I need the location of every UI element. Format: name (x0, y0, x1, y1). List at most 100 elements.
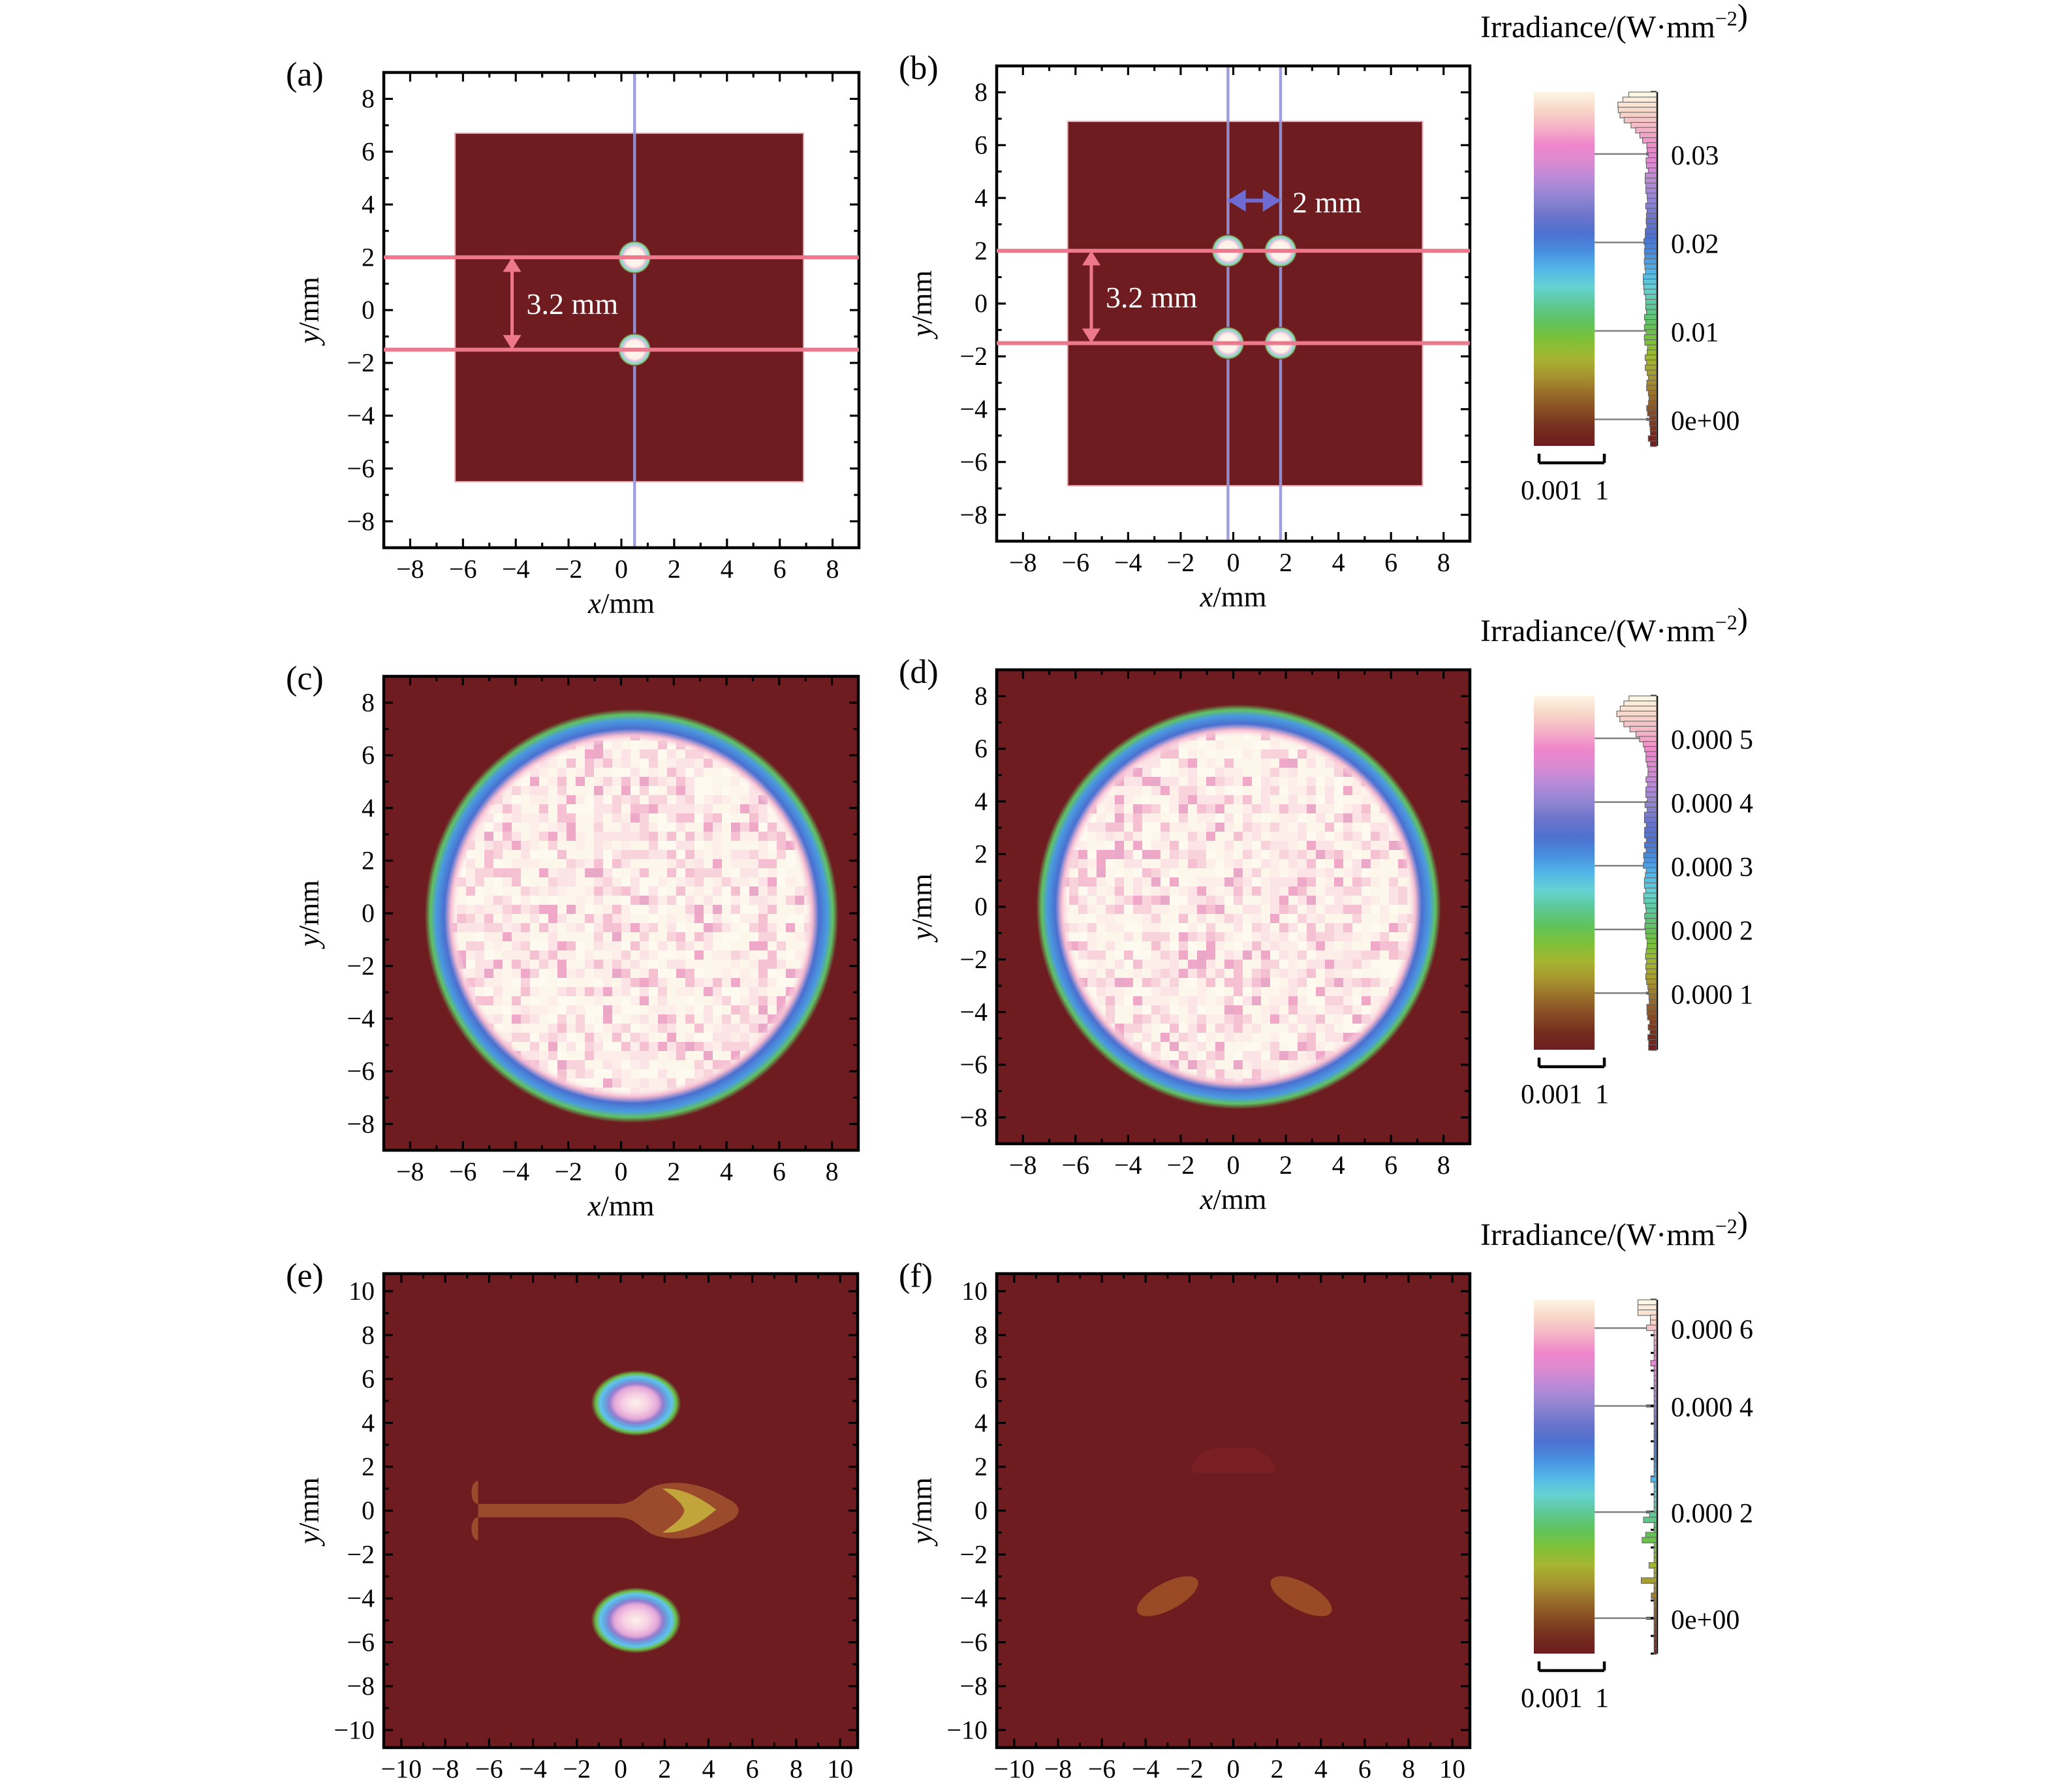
svg-text:−2: −2 (347, 951, 375, 981)
svg-text:1: 1 (1595, 1684, 1609, 1714)
svg-text:10: 10 (961, 1276, 988, 1306)
svg-text:−6: −6 (475, 1754, 503, 1784)
svg-text:x/mm: x/mm (1199, 1787, 1266, 1792)
svg-text:3.2 mm: 3.2 mm (1106, 281, 1198, 314)
svg-text:−4: −4 (1114, 548, 1142, 577)
svg-text:−4: −4 (347, 1004, 375, 1033)
svg-text:2: 2 (667, 1157, 680, 1186)
svg-text:−8: −8 (396, 554, 424, 584)
svg-text:8: 8 (790, 1754, 803, 1784)
svg-text:8: 8 (974, 78, 988, 107)
svg-text:−4: −4 (502, 1157, 530, 1186)
svg-text:0: 0 (362, 295, 375, 324)
svg-text:−8: −8 (347, 507, 375, 536)
svg-text:−8: −8 (959, 1671, 988, 1701)
svg-text:6: 6 (773, 1157, 786, 1186)
svg-text:0.03: 0.03 (1671, 141, 1719, 171)
svg-text:6: 6 (974, 131, 988, 160)
svg-text:8: 8 (826, 1157, 839, 1186)
svg-text:0.000 2: 0.000 2 (1671, 917, 1753, 947)
svg-text:(f): (f) (899, 1257, 933, 1295)
svg-text:0: 0 (615, 554, 628, 584)
svg-text:−6: −6 (959, 1627, 988, 1657)
svg-text:−8: −8 (959, 500, 988, 529)
svg-text:−2: −2 (1176, 1754, 1204, 1784)
svg-text:x/mm: x/mm (587, 1787, 654, 1792)
svg-text:0.001: 0.001 (1521, 476, 1583, 506)
svg-text:x/mm: x/mm (587, 587, 655, 620)
svg-text:−6: −6 (449, 554, 477, 584)
svg-text:2: 2 (658, 1754, 671, 1784)
svg-text:0: 0 (974, 1496, 988, 1525)
svg-text:−6: −6 (959, 1050, 988, 1079)
svg-text:0.000 4: 0.000 4 (1671, 1393, 1753, 1423)
svg-text:−2: −2 (555, 554, 583, 584)
svg-text:2: 2 (974, 1452, 988, 1481)
svg-text:(c): (c) (286, 660, 324, 697)
svg-text:y/mm: y/mm (292, 880, 325, 949)
svg-text:6: 6 (773, 554, 787, 584)
svg-text:−8: −8 (1009, 548, 1037, 577)
svg-text:2: 2 (362, 242, 375, 272)
svg-text:−2: −2 (554, 1157, 582, 1186)
svg-text:0: 0 (974, 289, 988, 318)
svg-text:10: 10 (827, 1754, 853, 1784)
svg-text:(e): (e) (286, 1257, 324, 1295)
svg-text:0.000 4: 0.000 4 (1671, 789, 1753, 819)
svg-text:(a): (a) (286, 56, 324, 93)
svg-text:0: 0 (362, 898, 375, 928)
svg-text:1: 1 (1595, 1080, 1609, 1110)
svg-text:8: 8 (362, 688, 375, 717)
svg-text:0.001: 0.001 (1521, 1080, 1583, 1110)
svg-text:0e+00: 0e+00 (1671, 1605, 1739, 1635)
svg-text:6: 6 (362, 1364, 375, 1394)
svg-text:−10: −10 (946, 1715, 988, 1744)
svg-text:y/mm: y/mm (905, 1477, 938, 1547)
svg-text:8: 8 (974, 1320, 988, 1349)
svg-text:8: 8 (974, 682, 988, 711)
svg-text:0.01: 0.01 (1671, 318, 1719, 348)
svg-text:6: 6 (1384, 1150, 1397, 1180)
svg-text:−2: −2 (563, 1754, 591, 1784)
svg-text:−4: −4 (959, 998, 988, 1027)
svg-text:x/mm: x/mm (587, 1189, 654, 1222)
svg-text:−2: −2 (959, 1539, 988, 1569)
svg-text:8: 8 (1402, 1754, 1415, 1784)
svg-text:2 mm: 2 mm (1292, 185, 1362, 219)
svg-text:8: 8 (826, 554, 839, 584)
svg-text:0: 0 (615, 1157, 628, 1186)
svg-text:−6: −6 (1088, 1754, 1116, 1784)
svg-text:4: 4 (974, 1408, 988, 1438)
svg-text:6: 6 (974, 1364, 988, 1394)
svg-text:−2: −2 (959, 341, 988, 371)
svg-text:0: 0 (1227, 1754, 1240, 1784)
svg-text:−2: −2 (347, 1539, 375, 1569)
svg-text:(d): (d) (899, 653, 939, 691)
svg-text:0: 0 (614, 1754, 627, 1784)
svg-text:−6: −6 (1062, 1150, 1090, 1180)
svg-text:−4: −4 (1114, 1150, 1142, 1180)
svg-text:−6: −6 (347, 1627, 375, 1657)
svg-text:10: 10 (1439, 1754, 1465, 1784)
svg-text:6: 6 (1384, 548, 1397, 577)
svg-text:0e+00: 0e+00 (1671, 406, 1739, 436)
svg-text:2: 2 (362, 1452, 375, 1481)
svg-text:6: 6 (746, 1754, 759, 1784)
svg-text:4: 4 (362, 189, 375, 219)
svg-text:−6: −6 (1062, 548, 1090, 577)
svg-text:4: 4 (720, 1157, 733, 1186)
svg-text:6: 6 (362, 740, 375, 770)
svg-text:−6: −6 (449, 1157, 477, 1186)
svg-text:y/mm: y/mm (905, 873, 938, 943)
svg-text:0.000 5: 0.000 5 (1671, 725, 1753, 755)
svg-text:−8: −8 (431, 1754, 459, 1784)
svg-text:−4: −4 (959, 1584, 988, 1613)
svg-text:2: 2 (668, 554, 681, 584)
svg-text:0: 0 (1227, 1150, 1240, 1180)
svg-text:4: 4 (362, 793, 375, 823)
svg-text:−2: −2 (959, 945, 988, 974)
svg-text:0.000 3: 0.000 3 (1671, 853, 1753, 883)
svg-text:(b): (b) (899, 50, 939, 87)
svg-text:3.2 mm: 3.2 mm (527, 287, 619, 321)
svg-text:−10: −10 (381, 1754, 422, 1784)
